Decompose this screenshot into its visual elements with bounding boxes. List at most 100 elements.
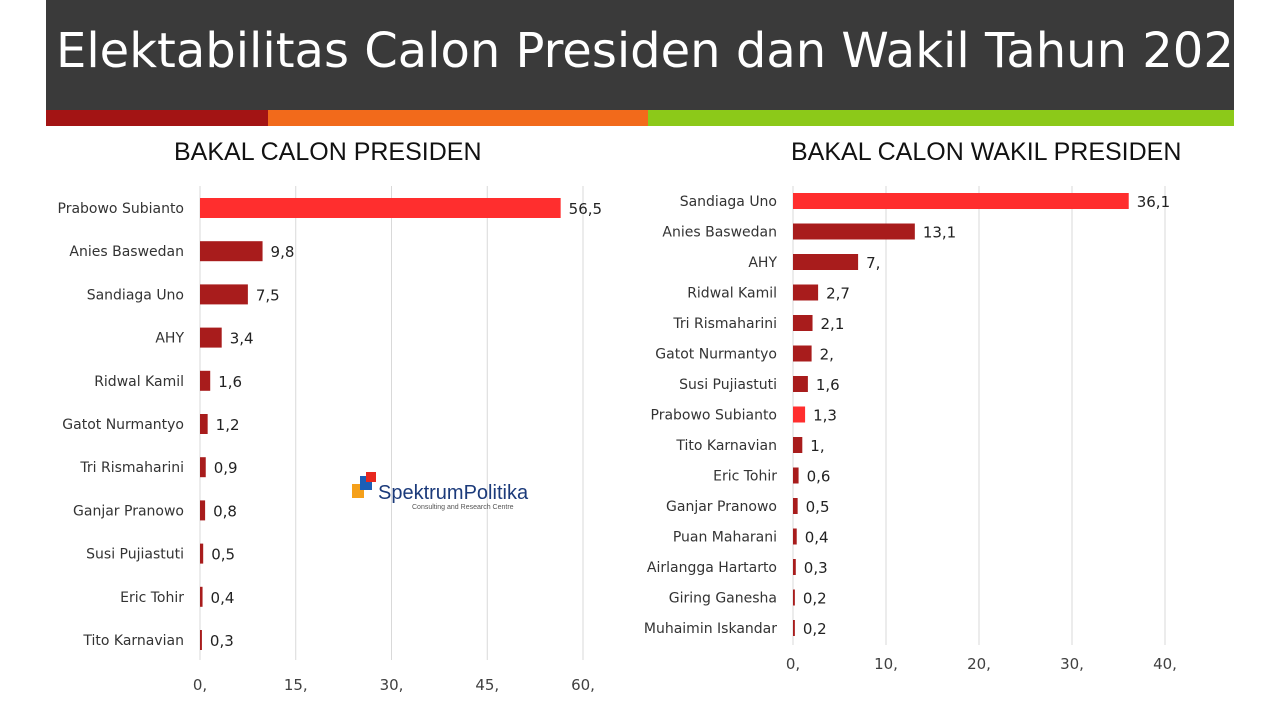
pres-category-label: Sandiaga Uno [87, 287, 184, 303]
pres-x-tick-label: 0, [193, 676, 207, 694]
wapres-data-label: 13,1 [923, 224, 956, 242]
pres-data-label: 9,8 [271, 243, 295, 261]
pres-category-label: Gatot Nurmantyo [62, 417, 184, 433]
wapres-bar [793, 376, 808, 392]
wapres-data-label: 2, [820, 346, 834, 364]
pres-x-tick-label: 60, [571, 676, 595, 694]
wapres-category-label: Giring Ganesha [669, 591, 777, 607]
pres-category-label: Prabowo Subianto [58, 201, 185, 217]
accent-stripe-red [46, 110, 268, 126]
wapres-x-tick-label: 10, [874, 655, 898, 673]
wapres-data-label: 1, [810, 437, 824, 455]
pres-category-label: AHY [155, 331, 184, 347]
pres-data-label: 0,3 [210, 632, 234, 650]
wapres-bar [793, 406, 806, 423]
pres-data-label: 0,8 [213, 502, 237, 520]
wapres-category-label: Muhaimin Iskandar [644, 621, 777, 637]
pres-bar [200, 370, 211, 391]
pres-category-label: Eric Tohir [120, 590, 184, 606]
wapres-bar [793, 467, 799, 484]
pres-data-label: 1,6 [218, 373, 242, 391]
wapres-category-label: Anies Baswedan [662, 225, 777, 241]
wapres-bar [793, 559, 796, 575]
wapres-data-label: 0,5 [806, 498, 830, 516]
pres-bar [200, 543, 204, 564]
wapres-x-tick-label: 20, [967, 655, 991, 673]
pres-data-label: 3,4 [230, 330, 254, 348]
wapres-data-label: 0,2 [803, 590, 827, 608]
wapres-category-label: Susi Pujiastuti [679, 377, 777, 393]
pres-x-tick-label: 15, [284, 676, 308, 694]
page-title: Elektabilitas Calon Presiden dan Wakil T… [56, 23, 1265, 79]
pres-data-label: 0,9 [214, 459, 238, 477]
pres-bar [200, 241, 263, 262]
pres-x-tick-label: 30, [380, 676, 404, 694]
wapres-bar [793, 223, 915, 240]
pres-data-label: 7,5 [256, 286, 280, 304]
wapres-data-label: 0,2 [803, 620, 827, 638]
wapres-category-label: Tri Rismaharini [672, 316, 777, 332]
wapres-data-label: 1,6 [816, 376, 840, 394]
wapres-bar [793, 193, 1129, 209]
wapres-bar [793, 437, 803, 453]
wapres-bar [793, 528, 797, 545]
wapres-data-label: 0,3 [804, 559, 828, 577]
accent-stripe-orange [268, 110, 648, 126]
wapres-bar [793, 315, 813, 331]
pres-category-label: Ridwal Kamil [94, 374, 184, 390]
pres-category-label: Tri Rismaharini [79, 460, 184, 476]
wapres-category-label: Puan Maharani [673, 530, 777, 546]
pres-category-label: Ganjar Pranowo [73, 503, 184, 519]
wapres-x-tick-label: 30, [1060, 655, 1084, 673]
logo-mark-icon [352, 472, 376, 498]
wapres-bar [793, 254, 859, 270]
wapres-x-tick-label: 40, [1153, 655, 1177, 673]
pres-bar [200, 284, 248, 305]
wapres-category-label: Prabowo Subianto [651, 408, 778, 424]
pres-bar [200, 414, 208, 434]
pres-bar [200, 327, 222, 348]
pres-category-label: Tito Karnavian [82, 633, 184, 649]
pres-category-label: Anies Baswedan [69, 244, 184, 260]
wapres-data-label: 2,7 [826, 285, 850, 303]
accent-stripe-green [648, 110, 1234, 126]
pres-data-label: 0,5 [211, 546, 235, 564]
pres-x-tick-label: 45, [475, 676, 499, 694]
wapres-data-label: 0,4 [805, 529, 829, 547]
wapres-bar [793, 620, 795, 636]
wapres-category-label: Tito Karnavian [675, 438, 777, 454]
wapres-category-label: Ganjar Pranowo [666, 499, 777, 515]
wapres-x-tick-label: 0, [786, 655, 800, 673]
wapres-category-label: Eric Tohir [713, 469, 777, 485]
pres-data-label: 1,2 [216, 416, 240, 434]
wapres-category-label: Sandiaga Uno [680, 194, 777, 210]
wapres-category-label: Gatot Nurmantyo [655, 347, 777, 363]
pres-bar [200, 198, 561, 218]
wapres-data-label: 7, [866, 254, 880, 272]
logo-name: SpektrumPolitika [378, 482, 529, 504]
wapres-bar [793, 498, 798, 514]
pres-bar [200, 500, 206, 521]
wapres-category-label: Airlangga Hartarto [647, 560, 777, 576]
spektrum-politika-logo: SpektrumPolitika Consulting and Research… [352, 470, 552, 518]
wapres-category-label: AHY [748, 255, 777, 271]
pres-category-label: Susi Pujiastuti [86, 547, 184, 563]
pres-bar [200, 457, 206, 478]
wapres-category-label: Ridwal Kamil [687, 286, 777, 302]
chart-title-wakil-presiden: BAKAL CALON WAKIL PRESIDEN [791, 138, 1182, 166]
pres-data-label: 56,5 [569, 200, 602, 218]
wapres-bar [793, 284, 819, 301]
title-bar: Elektabilitas Calon Presiden dan Wakil T… [46, 0, 1265, 110]
wapres-bar [793, 345, 812, 362]
wapres-data-label: 36,1 [1137, 193, 1170, 211]
pres-bar [200, 586, 203, 607]
wapres-data-label: 1,3 [813, 407, 837, 425]
pres-data-label: 0,4 [211, 589, 235, 607]
wapres-data-label: 2,1 [821, 315, 845, 333]
pres-bar [200, 630, 202, 650]
wapres-bar [793, 589, 795, 606]
wapres-data-label: 0,6 [807, 468, 831, 486]
chart-title-presiden: BAKAL CALON PRESIDEN [174, 138, 482, 166]
logo-tagline: Consulting and Research Centre [412, 504, 514, 511]
